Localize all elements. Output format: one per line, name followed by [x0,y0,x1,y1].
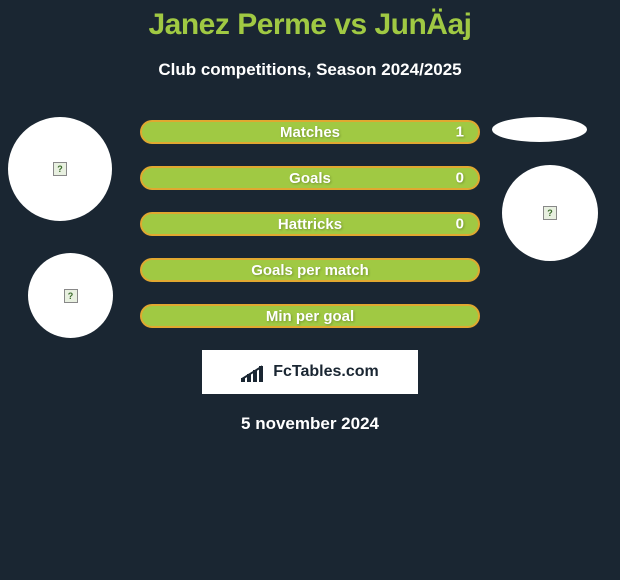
stat-label: Goals [160,170,460,187]
stat-label: Hattricks [160,216,460,233]
placeholder-image-icon [543,206,557,220]
placeholder-image-icon [53,162,67,176]
stat-bar-goals-per-match: Goals per match [140,258,480,282]
page-subtitle: Club competitions, Season 2024/2025 [0,60,620,80]
page-title: Janez Perme vs JunÄaj [0,0,620,42]
branding-box[interactable]: FcTables.com [202,350,418,394]
player-avatar-3 [492,117,587,142]
stats-area: Matches 1 Goals 0 Hattricks 0 Goals per … [0,120,620,434]
stat-label: Matches [160,124,460,141]
placeholder-image-icon [64,289,78,303]
stat-value: 0 [456,216,464,233]
footer-date: 5 november 2024 [0,414,620,434]
player-avatar-1 [8,117,112,221]
stat-label: Min per goal [160,308,460,325]
player-avatar-4 [502,165,598,261]
stat-bar-matches: Matches 1 [140,120,480,144]
branding-text: FcTables.com [273,363,379,381]
stat-bar-min-per-goal: Min per goal [140,304,480,328]
player-avatar-2 [28,253,113,338]
chart-icon [241,362,269,382]
stat-value: 1 [456,124,464,141]
stat-bars: Matches 1 Goals 0 Hattricks 0 Goals per … [140,120,480,328]
stat-bar-goals: Goals 0 [140,166,480,190]
stat-label: Goals per match [160,262,460,279]
stat-value: 0 [456,170,464,187]
stat-bar-hattricks: Hattricks 0 [140,212,480,236]
